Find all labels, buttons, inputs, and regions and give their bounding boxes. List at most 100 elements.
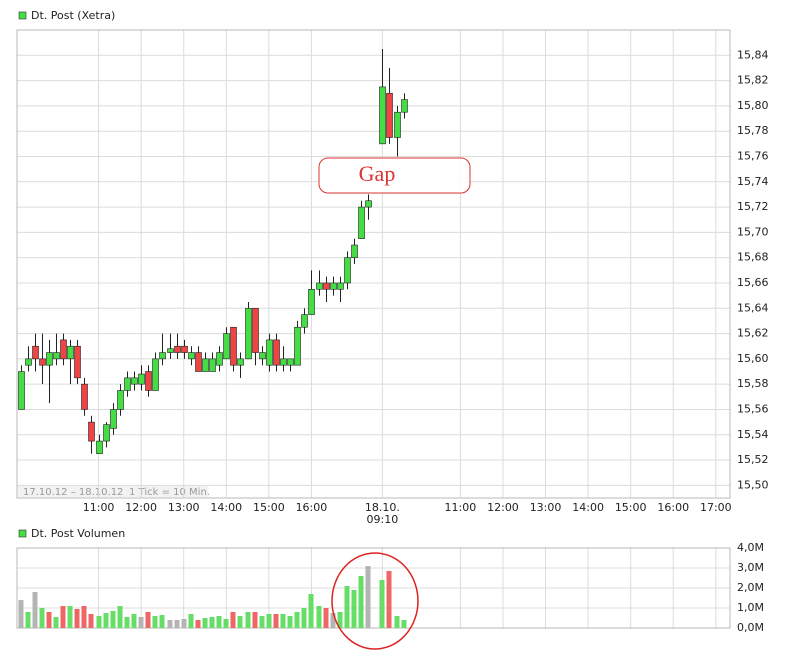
candle-body (124, 377, 131, 391)
volume-bar (103, 613, 109, 628)
volume-highlight (331, 552, 419, 650)
candle-body (110, 409, 117, 429)
volume-bar (195, 620, 201, 628)
y-tick-label: 15,84 (737, 48, 769, 61)
volume-bar (365, 566, 371, 628)
candle-body (301, 314, 308, 328)
y-tick-label: 0,0M (737, 621, 764, 634)
x-tick-label: 16:00 (657, 501, 689, 514)
plot-frame (16, 547, 731, 629)
volume-bar (159, 615, 165, 628)
candle-body (245, 307, 252, 360)
candle-body (351, 244, 358, 258)
candle-body (216, 352, 223, 366)
volume-bar (280, 614, 286, 628)
volume-bar (53, 617, 59, 628)
date-range: 17.10.12 – 18.10.12 (23, 487, 123, 498)
candle-body (145, 371, 152, 391)
candle-body (294, 326, 301, 366)
volume-bar (46, 612, 52, 628)
y-tick-label: 15,76 (737, 149, 769, 162)
y-tick-label: 1,0M (737, 601, 764, 614)
candle-body (74, 345, 81, 379)
x-tick-label: 17:00 (700, 501, 732, 514)
candle-body (401, 99, 408, 113)
x-tick-label: 15:00 (615, 501, 647, 514)
y-tick-label: 15,52 (737, 453, 769, 466)
candle-body (131, 377, 138, 385)
candle-body (252, 307, 259, 353)
volume-bar (39, 608, 45, 628)
volume-bar (138, 617, 144, 628)
volume-bar (344, 586, 350, 628)
volume-bar (252, 612, 258, 628)
volume-bar (223, 619, 229, 628)
y-tick-label: 15,50 (737, 478, 769, 491)
candle-body (32, 345, 39, 360)
y-tick-label: 15,68 (737, 251, 769, 264)
candle-body (237, 358, 244, 366)
volume-bar (337, 612, 343, 628)
candle-body (259, 352, 266, 360)
candle-body (308, 288, 315, 315)
volume-bar (316, 606, 322, 628)
legend-swatch (18, 11, 27, 20)
candle-body (202, 358, 209, 372)
volume-bar (216, 616, 222, 628)
volume-bar (25, 612, 31, 628)
gap-annotation: Gap (359, 161, 396, 186)
volume-bar (60, 606, 66, 628)
candle-body (181, 345, 188, 353)
candle-body (394, 111, 401, 138)
candle-body (195, 352, 202, 372)
y-tick-label: 15,66 (737, 276, 769, 289)
candle-body (67, 345, 74, 360)
x-tick-label: 13:00 (530, 501, 562, 514)
volume-bar (145, 612, 151, 628)
candle-body (152, 358, 159, 391)
volume-bar (273, 614, 279, 628)
candle-body (167, 348, 174, 353)
candle-body (188, 352, 195, 360)
volume-bar (96, 616, 102, 628)
volume-bar (323, 608, 329, 628)
chart-title: Dt. Post Volumen (31, 527, 125, 540)
legend-swatch (18, 529, 27, 538)
volume-bar (245, 612, 251, 628)
candle-body (223, 333, 230, 360)
x-tick-label: 16:00 (296, 501, 328, 514)
y-tick-label: 15,78 (737, 124, 769, 137)
candle-body (379, 86, 386, 145)
candle-body (96, 440, 103, 455)
x-tick-label: 14:00 (210, 501, 242, 514)
candle-body (337, 282, 344, 290)
x-tick-label: 14:00 (572, 501, 604, 514)
candle-body (60, 339, 67, 360)
interval-note: 1 Tick = 10 Min. (129, 487, 210, 498)
candle-body (344, 257, 351, 284)
candle-body (209, 358, 216, 372)
y-tick-label: 15,82 (737, 74, 769, 87)
volume-bar (181, 619, 187, 628)
candle-body (25, 358, 32, 366)
candle-body (365, 200, 372, 208)
volume-bar (209, 617, 215, 628)
x-tick-label: 15:00 (253, 501, 285, 514)
y-tick-label: 15,58 (737, 377, 769, 390)
y-tick-label: 15,74 (737, 175, 769, 188)
volume-bar (308, 594, 314, 628)
volume-bar (74, 609, 80, 628)
candle-body (230, 326, 237, 366)
candle-body (18, 371, 25, 410)
candle-body (117, 390, 124, 410)
candle-body (386, 92, 393, 138)
candle-body (46, 352, 53, 366)
y-tick-label: 2,0M (737, 581, 764, 594)
candle-body (280, 358, 287, 366)
candle-body (266, 339, 273, 366)
candle-body (323, 282, 330, 290)
candle-body (287, 358, 294, 366)
volume-bar (379, 580, 385, 628)
